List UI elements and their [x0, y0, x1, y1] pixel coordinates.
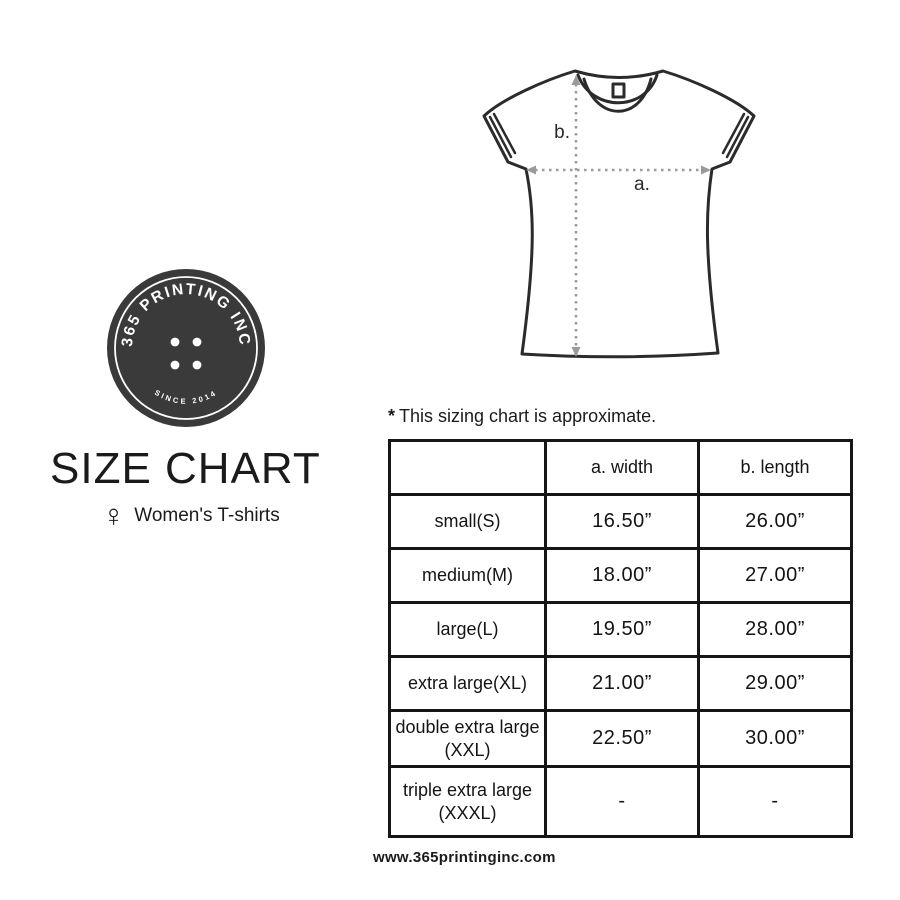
width-value-cell: 18.00” [544, 547, 700, 604]
logo-badge: 365 PRINTING INC SINCE 2014 [107, 269, 265, 427]
length-label-b: b. [554, 122, 570, 143]
tshirt-diagram: b. a. [482, 69, 756, 359]
right-cuff-trim [721, 112, 750, 159]
header-length-cell: b. length [697, 439, 853, 496]
size-label-cell: medium(M) [388, 547, 547, 604]
table-row: medium(M) 18.00” 27.00” [388, 547, 853, 604]
table-row: extra large(XL) 21.00” 29.00” [388, 655, 853, 712]
neck-tag [611, 82, 626, 99]
width-value-cell: 16.50” [544, 493, 700, 550]
table-row: large(L) 19.50” 28.00” [388, 601, 853, 658]
size-label-cell: extra large(XL) [388, 655, 547, 712]
size-label: medium(M) [421, 565, 513, 586]
size-label-line2: (XXXL) [438, 802, 497, 823]
size-label-cell: small(S) [388, 493, 547, 550]
length-value-cell: 26.00” [697, 493, 853, 550]
subtitle: ♀ Women's T-shirts [102, 500, 280, 531]
table-header-row: a. width b. length [388, 439, 853, 496]
size-label-cell: large(L) [388, 601, 547, 658]
size-label: double extra large [395, 717, 540, 737]
size-label-cell: double extra large (XXL) [388, 709, 547, 768]
width-arrow [526, 165, 711, 175]
table-row: small(S) 16.50” 26.00” [388, 493, 853, 550]
tshirt-outline-icon [482, 69, 756, 359]
button-holes-icon [170, 337, 202, 370]
size-label-cell: triple extra large (XXXL) [388, 765, 547, 838]
collar-outer-line [576, 73, 659, 105]
length-arrow [571, 75, 581, 357]
width-value-cell: 21.00” [544, 655, 700, 712]
female-symbol-icon: ♀ [102, 498, 126, 533]
header-size-cell [388, 439, 547, 496]
logo-inner-ring [114, 276, 258, 420]
length-value-cell: 29.00” [697, 655, 853, 712]
length-value-cell: 27.00” [697, 547, 853, 604]
size-label-line2: (XXL) [444, 739, 491, 760]
width-label-a: a. [634, 174, 650, 195]
length-value-cell: - [697, 765, 853, 838]
approximate-note: * This sizing chart is approximate. [388, 406, 656, 427]
left-cuff-trim [488, 112, 517, 159]
header-width-cell: a. width [544, 439, 700, 496]
note-text: This sizing chart is approximate. [399, 406, 657, 426]
table-row: triple extra large (XXXL) - - [388, 765, 853, 838]
page-title: SIZE CHART [50, 444, 321, 493]
size-table: a. width b. length small(S) 16.50” 26.00… [388, 439, 853, 838]
website-url: www.365printinginc.com [373, 849, 556, 866]
length-value-cell: 30.00” [697, 709, 853, 768]
subtitle-label: Women's T-shirts [134, 504, 280, 526]
width-value-cell: 22.50” [544, 709, 700, 768]
size-label: triple extra large [402, 780, 533, 800]
logo-circle [107, 269, 265, 427]
width-value-cell: 19.50” [544, 601, 700, 658]
table-row: double extra large (XXL) 22.50” 30.00” [388, 709, 853, 768]
length-value-cell: 28.00” [697, 601, 853, 658]
width-value-cell: - [544, 765, 700, 838]
size-table-container: a. width b. length small(S) 16.50” 26.00… [388, 439, 853, 838]
size-label: large(L) [436, 619, 499, 640]
collar-inner-line [582, 77, 653, 113]
size-label: extra large(XL) [407, 673, 528, 694]
size-label: small(S) [434, 511, 501, 532]
note-asterisk: * [388, 406, 396, 426]
